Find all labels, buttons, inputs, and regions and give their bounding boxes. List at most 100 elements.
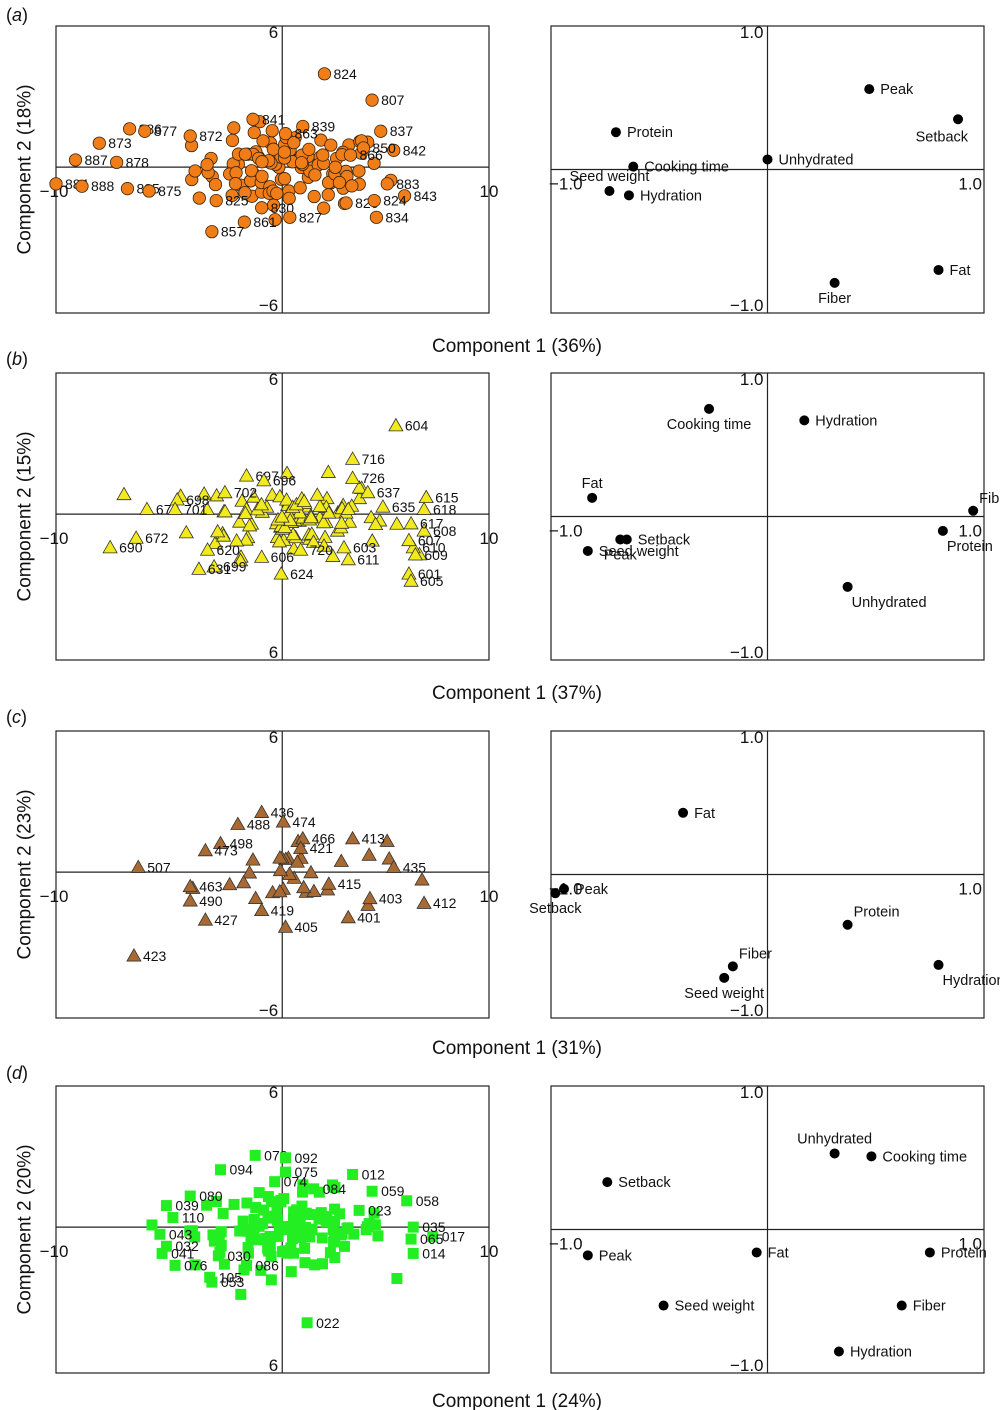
tick-label: −1.0 — [549, 522, 583, 541]
score-label: 637 — [377, 485, 401, 501]
score-point — [257, 1217, 269, 1229]
score-point — [217, 503, 233, 518]
score-label: 824 — [333, 66, 357, 82]
x-axis-title: Component 1 (24%) — [432, 1391, 602, 1410]
y-axis-title: Component 2 (15%) — [15, 431, 36, 601]
loading-label: Hydration — [850, 1344, 912, 1360]
tick-label: −10 — [40, 887, 69, 906]
loading-label: Setback — [618, 1175, 671, 1191]
score-point — [391, 1272, 403, 1284]
score-point — [325, 548, 341, 562]
score-point — [282, 1221, 294, 1233]
score-point — [225, 133, 240, 148]
score-label: 610 — [422, 540, 446, 556]
loading-label: Fat — [768, 1245, 789, 1261]
tick-label: 1.0 — [958, 1235, 982, 1254]
tick-label: 1.0 — [740, 23, 764, 42]
score-label: 807 — [381, 92, 405, 108]
score-point — [367, 156, 381, 170]
score-point — [299, 1242, 311, 1254]
loading-label: Unhydrated — [852, 595, 927, 611]
score-label: 603 — [353, 540, 377, 556]
score-point — [305, 534, 322, 548]
score-point — [333, 515, 350, 529]
score-point — [344, 830, 361, 845]
loading-label: Setback — [638, 532, 691, 548]
score-point — [321, 876, 337, 890]
score-point — [416, 523, 432, 537]
score-point — [242, 1242, 254, 1254]
score-point — [332, 175, 347, 190]
score-point — [247, 890, 264, 904]
score-point — [215, 1226, 227, 1238]
score-point — [241, 517, 258, 532]
loading-label: Cooking time — [667, 417, 752, 433]
score-point — [279, 1166, 291, 1178]
score-point — [116, 486, 132, 501]
score-label: 841 — [262, 111, 286, 127]
score-point — [303, 509, 319, 524]
score-label: 022 — [316, 1315, 340, 1331]
score-point — [218, 1258, 230, 1270]
score-point — [192, 191, 206, 205]
loading-point — [727, 961, 738, 972]
score-label: 030 — [227, 1248, 251, 1264]
loading-point — [924, 1247, 935, 1258]
score-point — [414, 871, 430, 886]
score-label: 837 — [390, 123, 414, 139]
loading-label: Fiber — [818, 291, 851, 307]
score-point — [353, 1204, 365, 1216]
score-point — [279, 1152, 291, 1164]
score-label: 609 — [424, 547, 448, 563]
score-point — [102, 539, 118, 554]
score-point — [340, 551, 356, 566]
score-point — [272, 1230, 284, 1242]
score-point — [110, 155, 124, 169]
score-label: 507 — [147, 859, 171, 875]
score-point — [299, 1221, 311, 1233]
loading-point — [829, 1148, 840, 1159]
score-point — [208, 1235, 220, 1247]
score-point — [289, 854, 305, 868]
loading-label: Protein — [627, 125, 673, 141]
score-point — [209, 193, 223, 208]
tick-label: 10 — [480, 887, 499, 906]
score-point — [253, 804, 270, 818]
score-point — [292, 840, 309, 854]
loading-label: Fiber — [913, 1299, 946, 1315]
score-label: 473 — [214, 843, 238, 859]
score-point — [230, 816, 246, 830]
loading-point — [628, 161, 639, 172]
score-label: 415 — [338, 876, 362, 892]
score-point — [92, 136, 106, 150]
score-point — [146, 1219, 158, 1231]
loading-point — [587, 492, 598, 503]
tick-label: 1.0 — [958, 522, 982, 541]
loading-point — [937, 525, 948, 536]
score-label: 423 — [143, 948, 167, 964]
loading-label: Protein — [941, 1245, 987, 1261]
score-label: 888 — [91, 178, 115, 194]
scores-plot: 6−6−101082480784183983786388687787287388… — [40, 23, 499, 315]
loading-label: Peak — [575, 882, 609, 898]
score-label: 827 — [299, 209, 323, 225]
score-point — [246, 112, 260, 126]
score-point — [344, 451, 361, 465]
score-point — [253, 549, 270, 563]
loading-label: Protein — [947, 539, 993, 555]
score-point — [366, 1185, 378, 1197]
score-point — [287, 1233, 299, 1245]
loading-point — [762, 154, 773, 165]
score-point — [273, 1224, 285, 1236]
score-point — [206, 1276, 218, 1288]
score-label: 065 — [420, 1231, 444, 1247]
scores-cluster — [185, 833, 430, 911]
loading-point — [896, 1300, 907, 1311]
score-label: 611 — [357, 552, 380, 568]
score-point — [231, 514, 248, 528]
score-point — [265, 1274, 277, 1286]
score-label: 825 — [225, 193, 249, 209]
score-point — [212, 835, 229, 850]
score-point — [351, 480, 368, 494]
score-point — [123, 122, 137, 136]
